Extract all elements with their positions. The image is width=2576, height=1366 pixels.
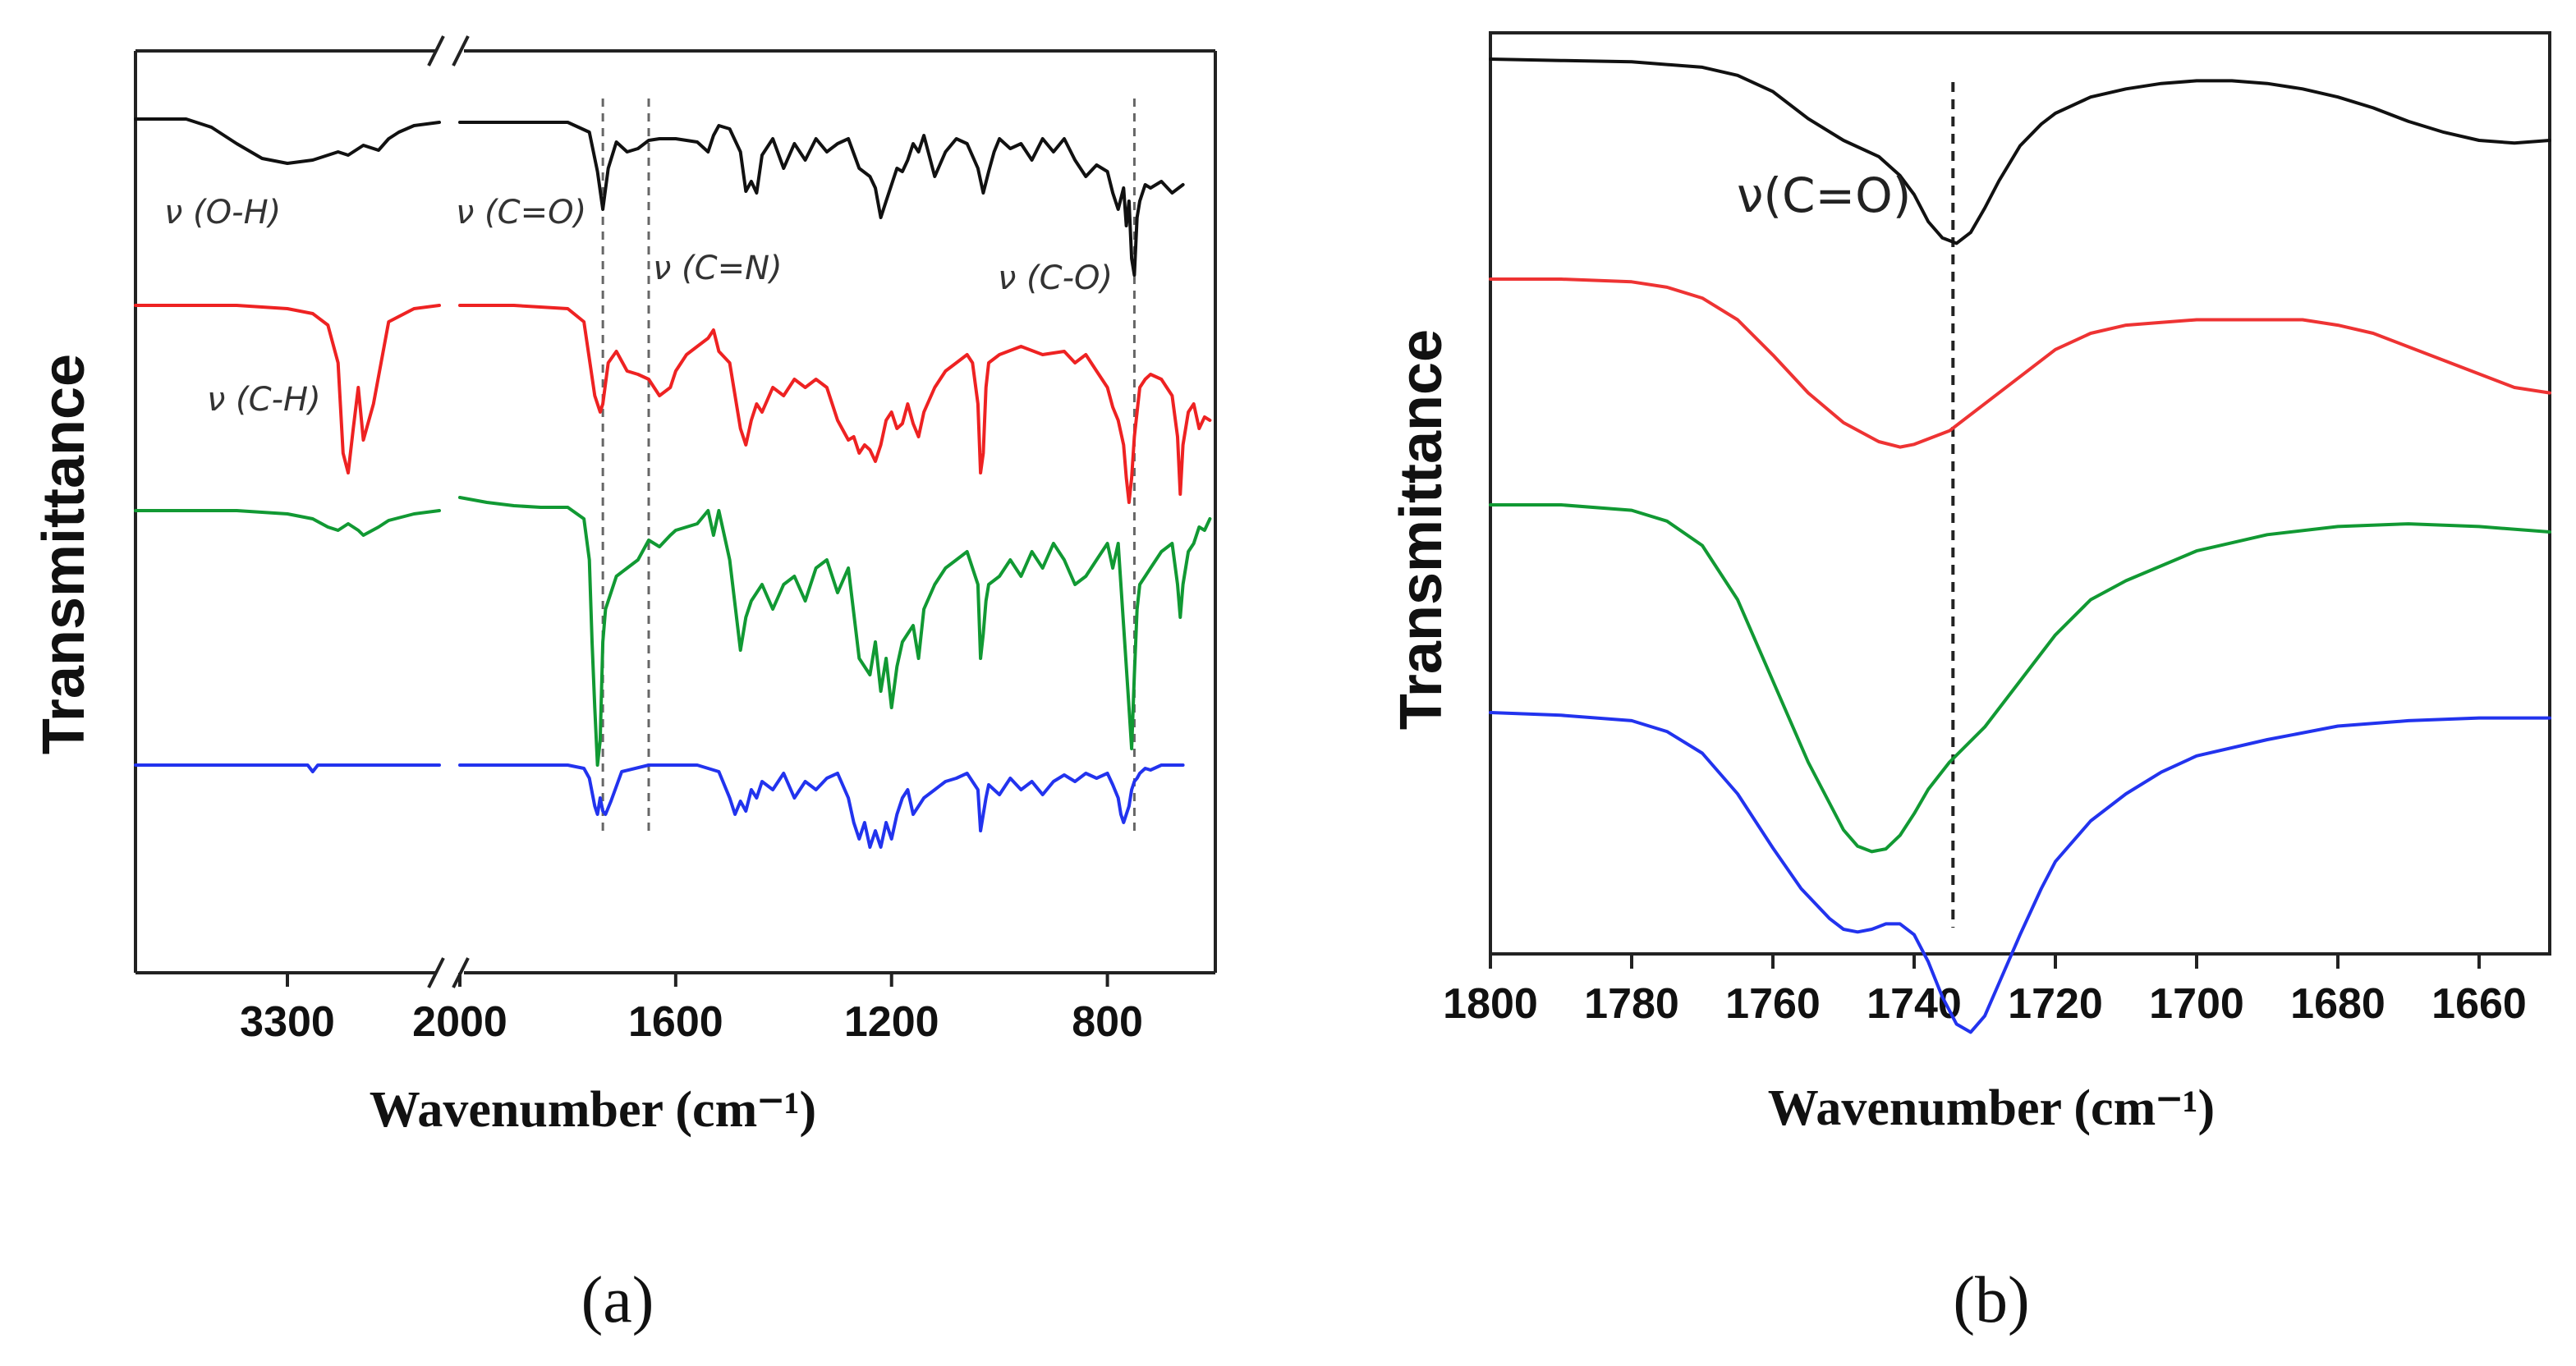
panel-a-y-axis-title: Transmittance	[31, 354, 97, 754]
annotation-cn-stretch: ν (C=N)	[653, 250, 783, 287]
panel-b-x-axis-title: Wavenumber (cm⁻¹)	[1768, 1080, 2215, 1136]
annotation-ch-stretch: ν (C-H)	[207, 381, 321, 419]
panel-a-label: (a)	[581, 1264, 654, 1336]
panel-a-series-4-left	[134, 763, 441, 773]
panel-b-chart: 1800 1780 1760 1740 1720 1700 1680 1660 ν(C=O) …	[1389, 31, 2551, 1336]
panel-b-series-3	[1489, 503, 2551, 854]
panel-b-label: (b)	[1953, 1264, 2029, 1336]
panel-b-frame	[1489, 31, 2551, 956]
panel-b-series-1	[1489, 57, 2551, 245]
panel-b-series-2	[1489, 277, 2551, 449]
panel-b-series-4	[1489, 711, 2551, 1034]
panel-a-series-3-left	[134, 509, 441, 537]
panel-a-x-tick-label: 1600	[628, 998, 723, 1046]
annotation-c-o-stretch: ν (C-O)	[998, 259, 1113, 297]
panel-a-series-2-right	[458, 304, 1212, 504]
annotation-co-stretch: ν (C=O)	[456, 194, 586, 231]
panel-b-x-tick-label: 1700	[2149, 980, 2244, 1028]
panel-a-axis-break-top	[427, 35, 470, 66]
panel-a-series-1-right	[458, 121, 1185, 277]
panel-a-series-1-left	[134, 117, 441, 165]
panel-b-x-tick-label: 1680	[2290, 980, 2385, 1028]
panel-b-x-tick-label: 1720	[2008, 980, 2103, 1028]
panel-a-x-tick-label: 2000	[412, 998, 507, 1046]
annotation-co-stretch-b: ν(C=O)	[1737, 167, 1911, 223]
panel-a-series-3-right	[458, 496, 1212, 767]
panel-b-y-axis-title: Transmittance	[1389, 329, 1454, 730]
panel-b-x-tick-label: 1660	[2431, 980, 2527, 1028]
panel-b-x-tick-label: 1800	[1443, 980, 1538, 1028]
panel-a-x-tick-label: 800	[1072, 998, 1143, 1046]
panel-a-x-axis-title: Wavenumber (cm⁻¹)	[370, 1082, 816, 1138]
annotation-oh-stretch: ν (O-H)	[164, 194, 281, 231]
panel-a-chart: 3300 2000 1600 1200 800 ν (O-H) ν (C=O) ν (C…	[31, 35, 1217, 1336]
panel-a-series-2-left	[134, 304, 441, 474]
panel-b-x-tick-label: 1760	[1725, 980, 1821, 1028]
panel-b-x-tick-label: 1780	[1584, 980, 1679, 1028]
panel-a-x-tick-label: 3300	[240, 998, 335, 1046]
panel-a-x-tick-label: 1200	[844, 998, 939, 1046]
panel-a-series-4-right	[458, 763, 1185, 849]
